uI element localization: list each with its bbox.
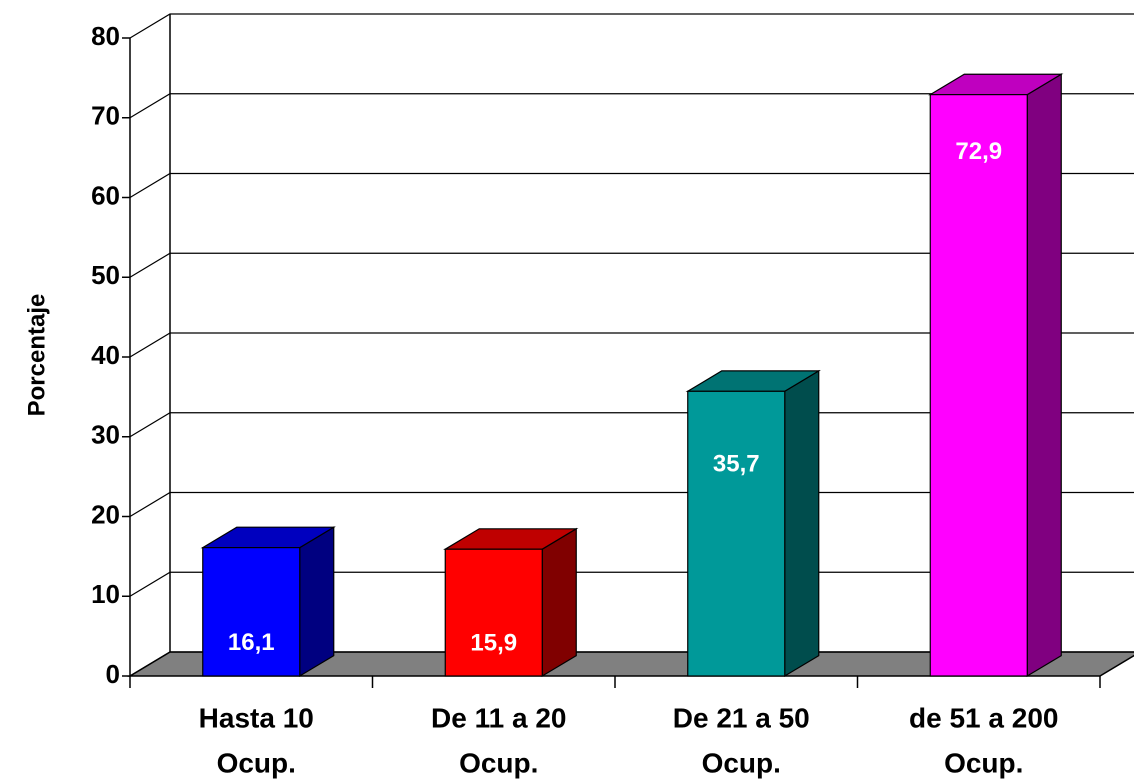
- bar: [928, 73, 1064, 678]
- value-label: 16,1: [228, 629, 275, 656]
- bar: [200, 526, 336, 678]
- x-tick-label: Ocup.: [944, 747, 1023, 778]
- grid-line: [129, 412, 1134, 438]
- grid-line: [129, 491, 1134, 518]
- value-label: 15,9: [470, 630, 517, 657]
- y-tick-label: 50: [91, 260, 120, 290]
- bar-side: [299, 526, 335, 678]
- grid-line: [129, 252, 1134, 278]
- bar-side: [784, 369, 820, 678]
- bar-front: [929, 94, 1028, 677]
- bar-front: [687, 390, 786, 677]
- bar: [443, 527, 579, 678]
- bar-front: [444, 548, 543, 677]
- grid-line: [129, 93, 1134, 119]
- grid-line: [129, 651, 1134, 677]
- x-tick-label: Hasta 10: [199, 702, 314, 733]
- grid-line: [129, 172, 1134, 199]
- y-tick-label: 0: [106, 659, 120, 689]
- y-tick-label: 30: [91, 420, 120, 450]
- y-axis-label: Porcentaje: [23, 294, 50, 417]
- x-tick-label: De 11 a 20: [431, 702, 566, 733]
- y-tick-label: 70: [91, 101, 120, 131]
- y-tick-label: 10: [91, 579, 120, 609]
- grid-line: [129, 571, 1134, 597]
- x-tick-label: Ocup.: [702, 747, 781, 778]
- value-label: 72,9: [955, 138, 1002, 165]
- x-tick-label: De 21 a 50: [673, 702, 810, 733]
- y-tick-label: 20: [91, 499, 120, 529]
- x-tick-label: Ocup.: [217, 747, 296, 778]
- x-tick-label: de 51 a 200: [909, 702, 1058, 733]
- y-tick-label: 80: [91, 21, 120, 51]
- grid-line: [129, 13, 1134, 39]
- y-tick-label: 60: [91, 180, 120, 210]
- bar: [685, 369, 821, 678]
- bar-front: [202, 547, 301, 677]
- bar-side: [1026, 73, 1062, 678]
- value-label: 35,7: [713, 451, 760, 478]
- y-tick-label: 40: [91, 340, 120, 370]
- bar-side: [541, 527, 577, 678]
- x-tick-label: Ocup.: [459, 747, 538, 778]
- grid-line: [129, 332, 1134, 358]
